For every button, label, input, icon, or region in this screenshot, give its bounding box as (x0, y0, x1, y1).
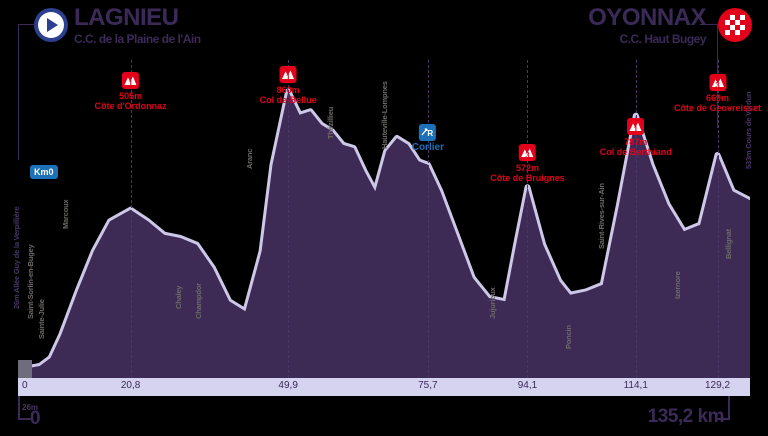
play-icon (34, 8, 68, 42)
marker-stem (635, 60, 637, 378)
km0-badge: Km0 (30, 165, 58, 179)
sprint-icon: R (419, 124, 437, 141)
marker-altitude: 572m (515, 163, 539, 173)
finish-connector (700, 24, 718, 25)
marker-stem (427, 60, 429, 378)
footer-connector-h (716, 418, 730, 420)
marker-name: Côte de Bruignes (490, 173, 565, 183)
distance-axis: 0 20,8 49,9 75,7 94,1 114,1 129,2 (18, 378, 750, 396)
place-label: Saint-Sorlin-en-Bugey (26, 244, 36, 319)
place-label: Bellignat (723, 229, 733, 259)
profile-fill-path-top (18, 91, 750, 378)
start-city: LAGNIEU C.C. de la Plaine de l'Ain (74, 4, 201, 47)
total-distance-label: 135,2 km (647, 406, 725, 427)
place-label: Poncin (564, 325, 574, 349)
mountain-icon: 1 (627, 118, 645, 135)
finish-city: OYONNAX C.C. Haut Bugey (588, 4, 706, 47)
svg-text:R: R (428, 129, 434, 138)
start-block (18, 360, 32, 378)
checkered-flag-icon (718, 8, 752, 42)
marker-name: Côte d'Ordonnaz (94, 101, 167, 111)
place-label: 26m Allée Guy de la Verpillière (12, 206, 21, 309)
climb-marker: 1 860m Col de Bellue (260, 66, 317, 105)
start-altitude-label: 26m (22, 403, 39, 412)
axis-tick: 94,1 (517, 380, 538, 391)
place-label: Hauteville-Lompnes (380, 81, 390, 149)
marker-stem (288, 60, 290, 378)
start-footer-connector (18, 394, 20, 420)
marker-name: Col de Bellue (259, 95, 317, 105)
mountain-icon: 1 (279, 66, 297, 83)
footer-connector (728, 386, 730, 420)
marker-altitude: 787m (624, 137, 648, 147)
climb-marker: 1 787m Col de Berthiand (600, 118, 672, 157)
place-label: Izernore (672, 271, 682, 299)
axis-tick: 0 (22, 380, 28, 391)
place-label: Sainte-Julie (36, 299, 46, 339)
axis-tick: 129,2 (704, 380, 731, 391)
marker-stem (527, 60, 529, 378)
climb-marker: 3 669m Côte de Geovreisset (674, 74, 761, 113)
place-label: Thézillieu (326, 106, 336, 139)
marker-altitude: 505m (119, 91, 143, 101)
marker-name: Corlier (411, 142, 444, 153)
finish-city-name: OYONNAX (588, 4, 706, 31)
marker-altitude: 669m (705, 93, 730, 103)
climb-marker: 1 505m Côte d'Ordonnaz (95, 72, 167, 111)
start-city-name: LAGNIEU (74, 4, 179, 31)
sprint-marker: R Corlier (412, 124, 444, 153)
marker-name: Col de Berthiand (599, 147, 672, 157)
place-label: Aranc (244, 148, 254, 169)
checkered-pattern (725, 15, 745, 35)
mountain-icon: 3 (708, 74, 726, 91)
start-distance-label: 0 (30, 408, 41, 429)
axis-tick: 114,1 (623, 380, 648, 391)
elevation-plot: 26m Allée Guy de la Verpillière Saint-Sor… (12, 60, 753, 378)
place-label: Marcoux (60, 199, 70, 229)
marker-stem (717, 60, 719, 378)
place-label: Saint-Rives-sur-Ain (596, 183, 606, 249)
mountain-icon: 1 (122, 72, 140, 89)
play-icon-inner (38, 12, 64, 38)
start-city-club: C.C. de la Plaine de l'Ain (74, 32, 201, 46)
mountain-icon: 3 (518, 144, 536, 161)
elevation-area-chart (18, 88, 750, 378)
climb-marker: 3 572m Côte de Bruignes (490, 144, 565, 183)
start-connector (18, 24, 36, 25)
start-footer-connector-h (18, 418, 32, 420)
play-triangle (47, 18, 58, 32)
place-label: Jujurieux (488, 287, 498, 319)
axis-tick: 75,7 (418, 380, 438, 391)
finish-city-club: C.C. Haut Bugey (619, 32, 706, 46)
marker-altitude: 860m (276, 85, 300, 95)
axis-tick: 20,8 (120, 380, 141, 391)
marker-stem (130, 60, 132, 378)
marker-name: Côte de Geovreisset (673, 103, 762, 113)
place-label: Champdor (193, 283, 203, 319)
axis-tick: 49,9 (278, 380, 298, 391)
place-label: Chaley (174, 285, 184, 309)
start-connector-down (18, 24, 19, 160)
